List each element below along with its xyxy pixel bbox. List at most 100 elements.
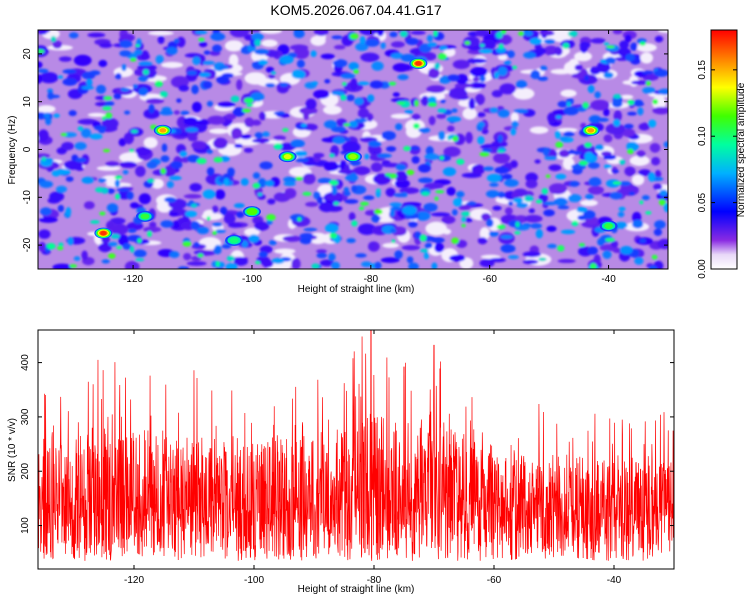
heat-cell: [208, 128, 230, 134]
heat-cell: [265, 66, 275, 73]
heat-cell: [438, 131, 446, 141]
heat-cell: [424, 242, 433, 249]
heat-cell: [202, 80, 213, 89]
heat-cell: [323, 105, 342, 115]
heat-cell: [629, 155, 650, 166]
heat-cell: [375, 188, 381, 193]
heat-cell: [393, 193, 407, 198]
heat-cell: [77, 118, 98, 125]
heat-cell: [529, 126, 549, 134]
heat-cell: [104, 101, 115, 106]
heat-cell: [319, 259, 334, 267]
spectrogram-x-label: Height of straight line (km): [298, 284, 415, 295]
heat-cell: [255, 261, 261, 265]
heat-cell: [170, 76, 189, 88]
heat-cell: [471, 164, 485, 175]
heat-cell: [191, 84, 199, 95]
heat-cell: [653, 69, 668, 77]
heat-cell: [353, 166, 371, 176]
heat-cell: [267, 198, 276, 205]
heat-cell: [535, 199, 543, 204]
heat-cell: [364, 153, 370, 160]
heat-cell: [73, 54, 92, 67]
heat-cell: [399, 187, 420, 194]
heat-cell: [613, 110, 623, 122]
heat-cell: [39, 180, 54, 188]
heat-cell: [215, 260, 220, 267]
heat-cell: [414, 99, 419, 107]
heat-cell: [406, 37, 419, 46]
heat-cell: [351, 220, 358, 227]
heat-cell: [289, 214, 305, 222]
heat-cell: [488, 231, 499, 237]
heat-cell: [212, 222, 223, 227]
heat-cell: [137, 238, 142, 244]
heat-cell: [390, 113, 411, 119]
heat-cell: [423, 202, 438, 212]
heat-cell: [634, 257, 644, 265]
heat-cell: [359, 36, 366, 45]
heat-cell: [154, 80, 163, 88]
heat-peak: [135, 210, 154, 222]
heat-cell: [329, 153, 335, 158]
heat-cell: [331, 90, 345, 96]
heat-cell: [427, 42, 438, 48]
heat-cell: [332, 136, 346, 145]
heat-cell: [49, 191, 65, 202]
heat-cell: [631, 211, 642, 223]
heat-cell: [390, 41, 405, 48]
heat-cell: [38, 229, 51, 239]
heat-cell: [266, 214, 276, 221]
heat-cell: [176, 98, 182, 103]
heat-cell: [584, 74, 590, 81]
heat-cell: [447, 74, 460, 82]
heat-cell: [585, 193, 594, 201]
heat-cell: [244, 117, 255, 128]
peak-ring: [587, 128, 595, 133]
heat-cell: [324, 78, 331, 84]
heat-cell: [96, 165, 121, 171]
y-tick-label: 10: [22, 96, 33, 108]
heat-cell: [613, 94, 622, 99]
peak-ring: [604, 223, 613, 229]
heat-cell: [420, 248, 429, 253]
heat-cell: [654, 169, 662, 179]
heat-cell: [254, 221, 270, 231]
heat-cell: [514, 231, 521, 235]
heat-cell: [620, 94, 634, 100]
heat-cell: [305, 98, 317, 110]
heat-cell: [567, 194, 582, 203]
heat-cell: [174, 38, 180, 44]
heat-cell: [588, 177, 602, 187]
heat-cell: [408, 220, 418, 228]
heat-cell: [605, 237, 615, 242]
heat-cell: [394, 250, 403, 259]
heat-cell: [176, 36, 186, 48]
heat-cell: [138, 61, 153, 66]
heat-cell: [143, 137, 158, 149]
heat-cell: [397, 74, 409, 81]
heat-cell: [316, 196, 324, 205]
heat-cell: [584, 142, 592, 148]
heat-cell: [589, 262, 597, 269]
heat-cell: [289, 44, 309, 51]
heat-cell: [447, 125, 455, 132]
heat-cell: [415, 211, 431, 221]
heat-cell: [512, 65, 518, 70]
heat-cell: [458, 204, 471, 211]
heat-cell: [508, 255, 519, 260]
heat-cell: [587, 185, 605, 195]
heat-cell: [497, 66, 508, 77]
heat-cell: [427, 96, 437, 104]
heat-cell: [244, 227, 260, 237]
heat-peak: [409, 57, 428, 69]
heat-cell: [271, 257, 285, 264]
heat-cell: [418, 127, 431, 133]
heat-cell: [513, 109, 529, 114]
heat-cell: [648, 172, 656, 182]
heat-cell: [651, 157, 661, 166]
heat-cell: [124, 110, 131, 115]
heat-cell: [478, 48, 493, 54]
heat-cell: [441, 215, 456, 224]
x-tick-label: -120: [124, 575, 144, 586]
